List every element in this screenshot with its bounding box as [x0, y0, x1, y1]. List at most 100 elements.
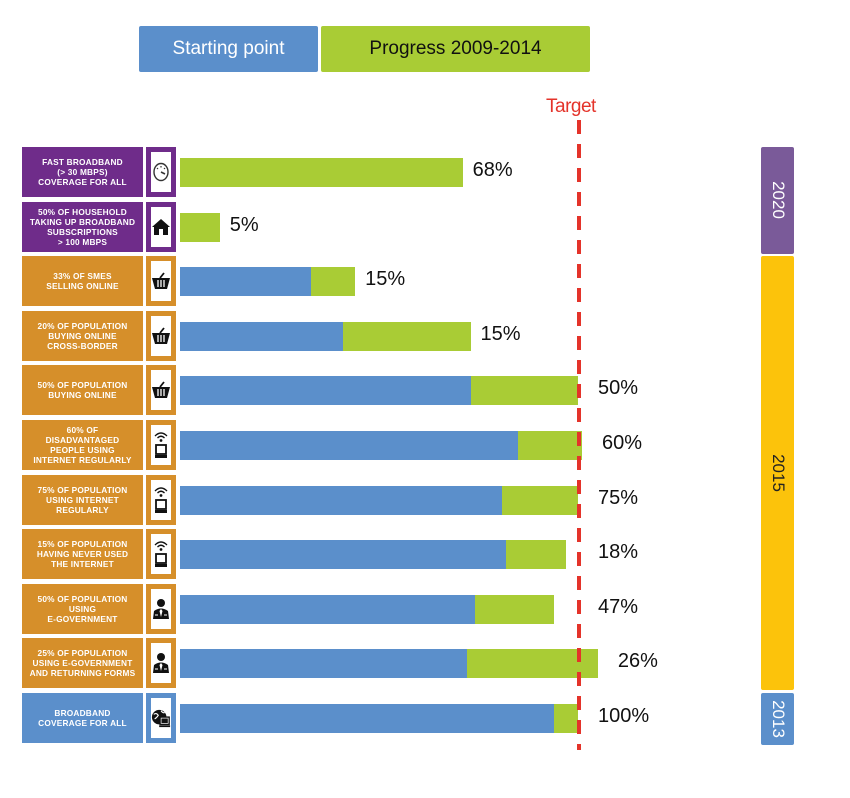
- bar-progress: [466, 649, 598, 679]
- category-label: 50% of household taking up broadband subsc…: [22, 201, 143, 252]
- bar-progress: [311, 267, 356, 297]
- data-label: 68%: [472, 159, 513, 181]
- year-band-label: 2020: [768, 181, 788, 220]
- bar-row: 50% of household taking up broadband subsc…: [22, 201, 722, 252]
- category-label: 15% of population having never used the in…: [22, 529, 143, 580]
- bar-progress: [180, 212, 220, 242]
- category-label-line: regularly: [56, 504, 109, 515]
- speedometer-icon: [146, 147, 176, 197]
- category-label-line: > 100 Mbps: [57, 236, 108, 247]
- bar-row: 20% of population buying online cross-bord…: [22, 310, 722, 361]
- bar-starting-point: [180, 431, 519, 460]
- bar-progress: [502, 485, 578, 515]
- year-band-2020: 2020: [761, 147, 794, 254]
- bar-row: 50% of population using e-government 47%: [22, 583, 722, 634]
- data-label: 75%: [598, 486, 639, 509]
- category-label-line: 60% of: [66, 425, 99, 435]
- bar-starting-point: [180, 540, 507, 570]
- category-label: Broadband coverage for all: [22, 693, 143, 743]
- data-label: 18%: [598, 541, 639, 564]
- category-label-line: using e-government: [32, 658, 133, 669]
- bar-starting-point: [180, 704, 555, 733]
- category-label: 75% of population using internet regularly: [22, 474, 143, 525]
- category-label-line: the internet: [51, 559, 114, 570]
- data-label: 100%: [598, 705, 650, 727]
- bar-row: 75% of population using internet regularly…: [22, 474, 722, 525]
- target-line: [577, 120, 581, 750]
- data-label: 26%: [617, 650, 658, 673]
- globe-computer-icon: [146, 693, 176, 743]
- category-label-line: using internet: [46, 494, 119, 505]
- category-label-line: and returning forms: [29, 668, 136, 679]
- category-label-line: cross-border: [47, 340, 118, 351]
- data-label: 5%: [229, 213, 259, 236]
- category-label-line: 50% of household: [38, 206, 127, 217]
- bar-progress: [180, 158, 463, 187]
- bar-row: Broadband coverage for all 100%: [22, 693, 722, 743]
- year-band-label: 2015: [768, 454, 788, 493]
- category-label-line: coverage for all: [38, 177, 127, 187]
- bar-starting-point: [180, 649, 467, 679]
- bar-progress: [518, 431, 582, 460]
- bar-starting-point: [180, 267, 312, 297]
- category-label: 50% of population using e-government: [22, 583, 143, 634]
- wifi-computer-icon: [146, 474, 176, 525]
- bar-row: 60% of disadvantaged people using internet …: [22, 420, 722, 470]
- bar-starting-point: [180, 485, 503, 515]
- shopping-basket-icon: [146, 310, 176, 361]
- category-label-line: e-government: [47, 613, 118, 624]
- year-band-2013: 2013: [761, 693, 794, 745]
- category-label: 60% of disadvantaged people using internet …: [22, 420, 143, 470]
- wifi-computer-icon: [146, 529, 176, 580]
- shopping-basket-icon: [146, 365, 176, 416]
- category-label: 25% of population using e-government and r…: [22, 638, 143, 689]
- category-label-line: buying online: [48, 390, 117, 401]
- bar-progress: [506, 540, 567, 570]
- category-label-line: 50% of population: [37, 593, 128, 604]
- bar-progress: [554, 704, 578, 733]
- bar-starting-point: [180, 321, 344, 351]
- bar-progress: [343, 321, 471, 351]
- bar-starting-point: [180, 594, 475, 624]
- legend-starting-point: Starting point: [139, 26, 318, 72]
- category-label-line: selling online: [46, 281, 119, 292]
- category-label-line: subscriptions: [47, 226, 118, 237]
- category-label-line: 15% of population: [37, 539, 128, 550]
- bar-row: 15% of population having never used the in…: [22, 529, 722, 580]
- category-label: 20% of population buying online cross-bord…: [22, 310, 143, 361]
- category-label-line: taking up broadband: [29, 216, 136, 227]
- bar-row: 33% of SMEs selling online 15%: [22, 256, 722, 307]
- data-label: 50%: [598, 377, 639, 400]
- data-label: 60%: [601, 432, 642, 454]
- category-label: 33% of SMEs selling online: [22, 256, 143, 307]
- data-label: 47%: [598, 595, 639, 618]
- person-icon: [146, 583, 176, 634]
- category-label-line: coverage for all: [38, 718, 127, 728]
- wifi-computer-icon: [146, 420, 176, 470]
- category-label-line: people using: [50, 445, 115, 455]
- data-label: 15%: [365, 268, 406, 291]
- category-label-line: (> 30 Mbps): [57, 167, 108, 177]
- category-label-line: disadvantaged: [45, 435, 120, 445]
- data-label: 15%: [480, 322, 521, 345]
- bar-progress: [470, 376, 578, 406]
- bar-starting-point: [180, 376, 471, 406]
- category-label-line: 33% of SMEs: [53, 271, 112, 282]
- bar-row: 50% of population buying online 50%: [22, 365, 722, 416]
- category-label-line: internet regularly: [33, 455, 132, 465]
- bar-row: 25% of population using e-government and r…: [22, 638, 722, 689]
- category-label-line: 75% of population: [37, 484, 128, 495]
- category-label-line: Broadband: [54, 708, 111, 718]
- legend-progress: Progress 2009-2014: [321, 26, 590, 72]
- person-icon: [146, 638, 176, 689]
- category-label-line: having never used: [36, 549, 129, 560]
- category-label-line: 25% of population: [37, 648, 128, 659]
- year-band-2015: 2015: [761, 256, 794, 691]
- category-label-line: 20% of population: [37, 320, 128, 331]
- shopping-basket-icon: [146, 256, 176, 307]
- bar-row: Fast broadband (> 30 Mbps) coverage for al…: [22, 147, 722, 197]
- category-label-line: Fast broadband: [42, 157, 123, 167]
- category-label-line: using: [68, 603, 97, 614]
- category-label: 50% of population buying online: [22, 365, 143, 416]
- bar-progress: [474, 594, 555, 624]
